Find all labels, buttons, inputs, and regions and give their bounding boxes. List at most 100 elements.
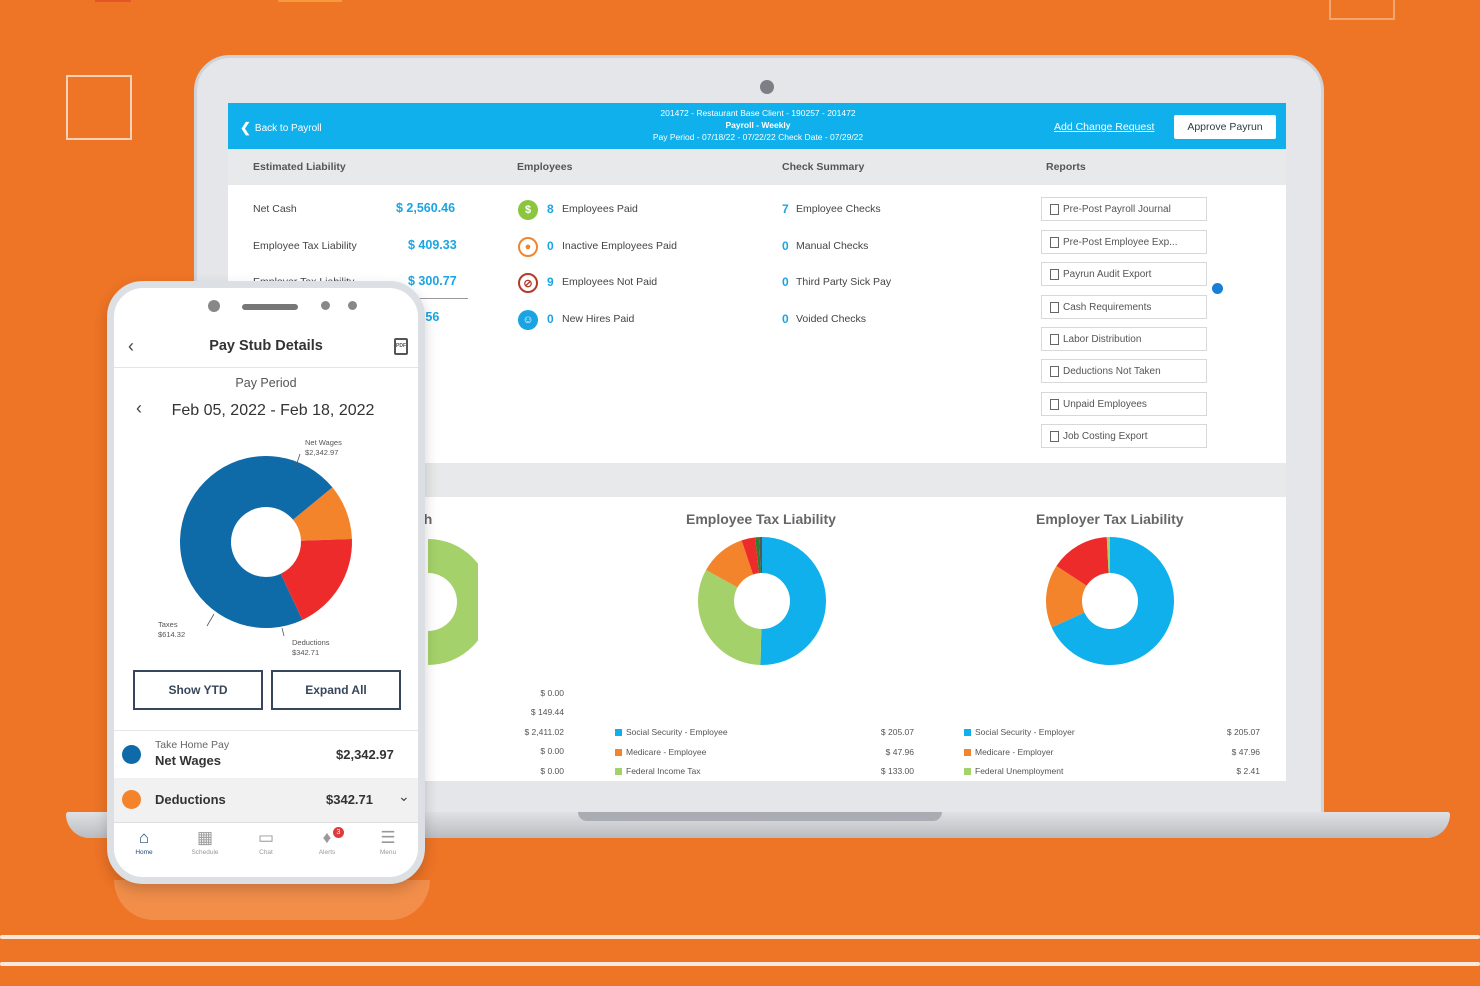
tab-chat[interactable]: ▭ Chat [236, 827, 296, 856]
dollar-icon: $ [518, 200, 538, 220]
expand-all-button[interactable]: Expand All [271, 670, 401, 710]
liability-heading: Estimated Liability [253, 161, 346, 173]
deductions-row[interactable]: Deductions $342.71 ⌄ [114, 778, 418, 822]
report-unpaid-employees[interactable]: Unpaid Employees [1041, 392, 1207, 416]
show-ytd-button[interactable]: Show YTD [133, 670, 263, 710]
report-cash-requirements[interactable]: Cash Requirements [1041, 295, 1207, 319]
donut-slice-deductions[interactable] [293, 487, 352, 541]
report-labor-distribution[interactable]: Labor Distribution [1041, 327, 1207, 351]
summary-rows: Net Cash $ 2,560.46 Employee Tax Liabili… [228, 185, 1286, 465]
liability-value: $ 2,560.46 [396, 201, 456, 215]
pdf-icon[interactable]: PDF [394, 338, 408, 355]
legend-amount: $ 47.96 [885, 746, 914, 757]
report-label: Pre-Post Employee Exp... [1063, 236, 1178, 248]
document-icon [1050, 430, 1059, 442]
donut-slice-taxes[interactable] [280, 538, 352, 620]
employee-count[interactable]: 9 [547, 275, 554, 289]
donut-slice-social-security-employee[interactable] [760, 537, 827, 665]
tab-label: Menu [379, 849, 397, 856]
report-label: Cash Requirements [1063, 301, 1152, 313]
legend-label: Medicare - Employee [626, 746, 707, 757]
check-count[interactable]: 0 [782, 275, 789, 289]
net-wages-row[interactable]: Take Home Pay Net Wages $2,342.97 [114, 730, 418, 778]
net-cash-amount: $ 0.00 [540, 688, 564, 698]
deductions-dot [122, 790, 141, 809]
column-headers: Estimated Liability Employees Check Summ… [228, 149, 1286, 185]
check-label: Voided Checks [796, 313, 867, 325]
legend-swatch [964, 729, 971, 737]
deductions-label: Deductions [155, 792, 226, 807]
report-pre-post-payroll-journal[interactable]: Pre-Post Payroll Journal [1041, 197, 1207, 221]
document-icon [1050, 236, 1059, 248]
legend-swatch [964, 768, 971, 776]
report-job-costing-export[interactable]: Job Costing Export [1041, 424, 1207, 448]
report-payrun-audit-export[interactable]: Payrun Audit Export [1041, 262, 1207, 286]
employee-count[interactable]: 0 [547, 312, 554, 326]
phone-sensor [348, 301, 357, 310]
donut-slice-unlabeled-2[interactable] [1056, 537, 1109, 586]
decor-wave [0, 935, 1480, 939]
check-count[interactable]: 0 [782, 239, 789, 253]
document-icon [1050, 333, 1059, 345]
approve-payrun-button[interactable]: Approve Payrun [1174, 115, 1276, 139]
legend-label: Federal Unemployment [975, 766, 1064, 776]
donut-slice-medicare-employee[interactable] [706, 540, 754, 588]
legend-label: Medicare - Employer [975, 746, 1054, 757]
report-deductions-not-taken[interactable]: Deductions Not Taken [1041, 359, 1207, 383]
legend-item: Social Security - Employer [964, 727, 1075, 737]
pay-period-label: Pay Period [235, 376, 297, 390]
decor-bar [278, 0, 342, 2]
deductions-callout: Deductions $342.71 [292, 638, 330, 657]
legend-swatch [615, 729, 622, 737]
report-pre-post-employee-exp[interactable]: Pre-Post Employee Exp... [1041, 230, 1207, 254]
back-chevron-icon[interactable]: ‹ [128, 336, 134, 356]
payroll-line: Payroll - Weekly [725, 120, 791, 130]
donut-slice-unlabeled-5[interactable] [759, 537, 762, 574]
check-count[interactable]: 7 [782, 202, 789, 216]
employer-tax-donut [1046, 537, 1174, 665]
donut-slice-unlabeled-3[interactable] [741, 537, 759, 575]
employee-count[interactable]: 0 [547, 239, 554, 253]
donut-slice-federal-unemployment[interactable] [1106, 537, 1110, 574]
phone-sensor [321, 301, 330, 310]
tab-label: Chat [259, 849, 273, 856]
legend-label: Social Security - Employer [975, 727, 1075, 737]
donut-slice-net-wages[interactable] [180, 456, 333, 628]
legend-amount: $ 205.07 [880, 727, 914, 737]
donut-slice-unlabeled-4[interactable] [755, 537, 761, 574]
net-wages-label: Net Wages [155, 753, 221, 768]
check-label: Employee Checks [796, 203, 881, 215]
info-icon[interactable] [1212, 283, 1223, 294]
chevron-down-icon[interactable]: ⌄ [398, 788, 410, 804]
donut-slice-federal-income-tax[interactable] [698, 569, 762, 665]
tab-label: Home [135, 849, 153, 856]
period-line: Pay Period - 07/18/22 - 07/22/22 Check D… [652, 132, 864, 142]
back-to-payroll-link[interactable]: ❮ Back to Payroll [240, 120, 322, 136]
report-label: Labor Distribution [1063, 333, 1142, 345]
employees-heading: Employees [517, 161, 573, 173]
check-count[interactable]: 0 [782, 312, 789, 326]
employee-stat-label: Employees Not Paid [562, 276, 658, 288]
donut-slice-social-security-employer[interactable] [1051, 537, 1174, 665]
net-cash-amount: $ 149.44 [530, 707, 564, 717]
donut-slice-medicare-employer[interactable] [1046, 565, 1087, 628]
legend-amount: $ 2.41 [1236, 766, 1260, 776]
decor-square [66, 75, 132, 140]
tab-schedule[interactable]: ▦ Schedule [175, 827, 235, 856]
employee-stat-label: Employees Paid [562, 203, 638, 215]
tab-alerts[interactable]: ♦ 3 Alerts [297, 827, 357, 856]
chevron-left-icon: ❮ [240, 120, 251, 135]
legend-item: Medicare - Employee [615, 747, 706, 757]
net-wages-dot [122, 745, 141, 764]
alerts-badge: 3 [333, 827, 344, 838]
page-title: Pay Stub Details [209, 338, 323, 354]
tab-menu[interactable]: ☰ Menu [358, 827, 418, 856]
tab-home[interactable]: ⌂ Home [114, 827, 174, 856]
previous-period-chevron-icon[interactable]: ‹ [136, 398, 142, 418]
donut-leader-lines [206, 453, 301, 637]
add-change-request-link[interactable]: Add Change Request [1054, 121, 1155, 133]
employee-count[interactable]: 8 [547, 202, 554, 216]
check-label: Third Party Sick Pay [796, 276, 892, 288]
webcam [760, 80, 774, 94]
payroll-header: ❮ Back to Payroll 201472 - Restaurant Ba… [228, 103, 1286, 149]
